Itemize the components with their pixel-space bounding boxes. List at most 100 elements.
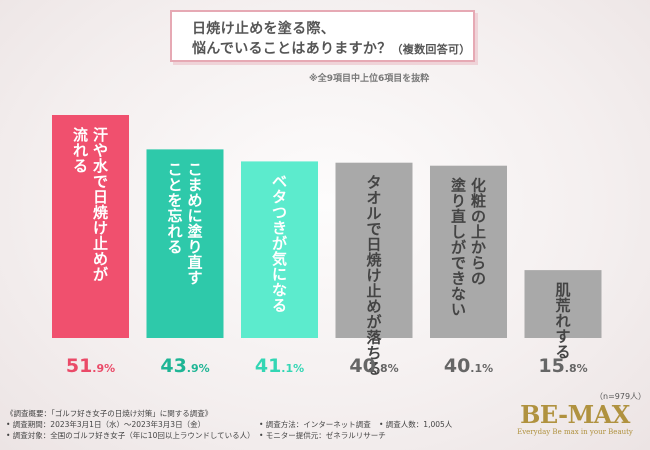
bar-3-label-char: に [272,265,287,283]
bar-2-label-char: す [187,269,202,287]
bar-1-label-char: や [93,142,108,160]
survey-overview: 《調査概要：「ゴルフ好き女子の日焼け対策」に関する調査》 [6,409,213,418]
bar-3-label-char: が [272,234,288,252]
bar-2-label-char: る [167,238,182,256]
bar-4-label-char: る [366,360,381,378]
bar-5-label-char: き [451,270,466,288]
bar-1-label-char: め [93,250,108,268]
bar-2-label-char: と [167,176,182,194]
bar-1-label-char: る [73,157,88,175]
survey-method: • 調査方法：インターネット調査 [259,420,371,429]
bar-3-label-char: ベ [272,172,287,190]
bar-4-label-char: け [366,267,381,285]
bar-5 [430,165,507,338]
footer-row-2: • 調査期間：2023年3月1日（水）～2023年3月3日（金） • 調査方法：… [6,419,452,430]
bar-2-label-char: ま [187,176,202,194]
bar-5-label-char: で [451,254,466,272]
bar-4-label-char: ル [366,205,381,223]
bar-1-value: 51.9% [66,355,115,377]
bar-2-label-char: め [187,191,202,209]
title-multiple-answer-note: （複数回答可） [391,43,471,56]
bar-4-label-char: タ [366,174,381,192]
bar-6-label-char: 肌 [555,281,570,299]
bar-4-label-char: で [366,220,381,238]
bar-1-label-char: で [93,173,108,191]
bar-1-label-char: 焼 [93,204,108,222]
bar-3 [241,161,318,338]
bar-5-label-char: り [451,192,466,210]
bar-2-label-char: り [187,238,202,256]
bar-6-value: 15.8% [538,355,587,377]
bar-6 [524,270,602,338]
bar-1 [52,115,129,338]
survey-footer: 《調査概要：「ゴルフ好き女子の日焼け対策」に関する調査》 • 調査期間：2023… [6,408,452,441]
bar-5-value: 40.1% [444,355,493,377]
bar-1-label-char: け [93,219,108,237]
bar-1-label-char: 水 [93,157,109,175]
monitor-provider: • モニター提供元：ゼネラルリサーチ [259,431,386,440]
bar-4-label-char: 落 [366,329,382,347]
bar-4 [335,162,413,338]
bar-2-label-char: に [187,207,202,225]
bar-2-value: 43.9% [160,355,209,377]
bar-3-label-char: 気 [272,250,287,268]
bar-2-label-char: 忘 [167,207,182,225]
bar-4-label-char: 止 [366,282,381,300]
bar-4-label-char: 日 [366,236,381,254]
title-main: 悩んでいることはありますか？ [192,41,392,57]
footer-row-1: 《調査概要：「ゴルフ好き女子の日焼け対策」に関する調査》 [6,408,255,419]
bar-4-label-char: オ [366,189,381,207]
bar-5-label-char: し [451,223,466,241]
brand-tagline: Everyday Be max in your Beauty [517,428,633,436]
brand-name: BE-MAX [520,400,630,429]
bar-5-label-char: い [451,301,466,319]
bar-2-label-char: 塗 [187,222,203,240]
bar-3-label-char: き [272,219,287,237]
bar-2-label-char: れ [167,222,182,240]
survey-period: • 調査期間：2023年3月1日（水）～2023年3月3日（金） [6,420,206,429]
bar-5-label-char: 上 [471,223,486,241]
bar-5-label-char: ら [471,254,486,272]
bar-5-label-char: 化 [471,177,486,195]
bar-1-label-char: れ [73,142,88,160]
bar-1-label-char: 止 [93,235,108,253]
title-box: 日焼け止めを塗る際、 悩んでいることはありますか？（複数回答可） [170,10,475,62]
bar-5-label-char: 塗 [451,177,467,195]
bar-4-value: 40.8% [349,355,398,377]
title-line-2: 悩んでいることはありますか？（複数回答可） [192,38,471,58]
bar-3-label-char: な [272,281,287,299]
bar-3-label-char: る [272,296,287,314]
bar-4-label-char: が [366,313,382,331]
sample-size: （n=979人） [595,392,647,401]
bar-2-label-char: こ [167,160,182,178]
bar-4-label-char: 焼 [366,251,381,269]
bar-5-label-char: の [471,270,486,288]
bar-4-label-char: め [366,298,381,316]
bar-6-label-char: 荒 [555,297,570,315]
title-line-1: 日焼け止めを塗る際、 [192,21,335,37]
survey-count: • 調査人数：1,005人 [379,420,453,429]
bar-5-label-char: か [471,239,486,257]
selection-note: ※全9項目中上位6項目を抜粋 [309,74,430,84]
bar-6-label-char: る [555,343,570,361]
bar-5-label-char: が [451,239,467,257]
bar-1-label-char: が [93,266,109,284]
bar-2-label-char: を [167,191,182,209]
footer-row-3: • 調査対象：全国のゴルフ好き女子（年に10回以上ラウンドしている人） • モニ… [6,430,386,441]
bar-1-label-char: 汗 [93,126,108,144]
bar-3-label-char: つ [272,203,287,221]
bar-1-label-char: 日 [93,188,108,206]
bar-5-label-char: 直 [451,208,466,226]
survey-target: • 調査対象：全国のゴルフ好き女子（年に10回以上ラウンドしている人） [6,431,255,440]
bar-3-label-char: タ [272,188,287,206]
bar-5-label-char: 粧 [471,192,486,210]
bar-2-label-char: こ [187,160,202,178]
bar-3-value: 41.1% [255,355,304,377]
brand-logo: BE-MAX Everyday Be max in your Beauty [510,400,640,437]
bar-5-label-char: な [451,285,466,303]
bar-6-label-char: れ [555,312,570,330]
bar-5-label-char: の [471,208,486,226]
bar-6-label-char: す [555,328,570,346]
bar-2-label-char: 直 [187,253,202,271]
